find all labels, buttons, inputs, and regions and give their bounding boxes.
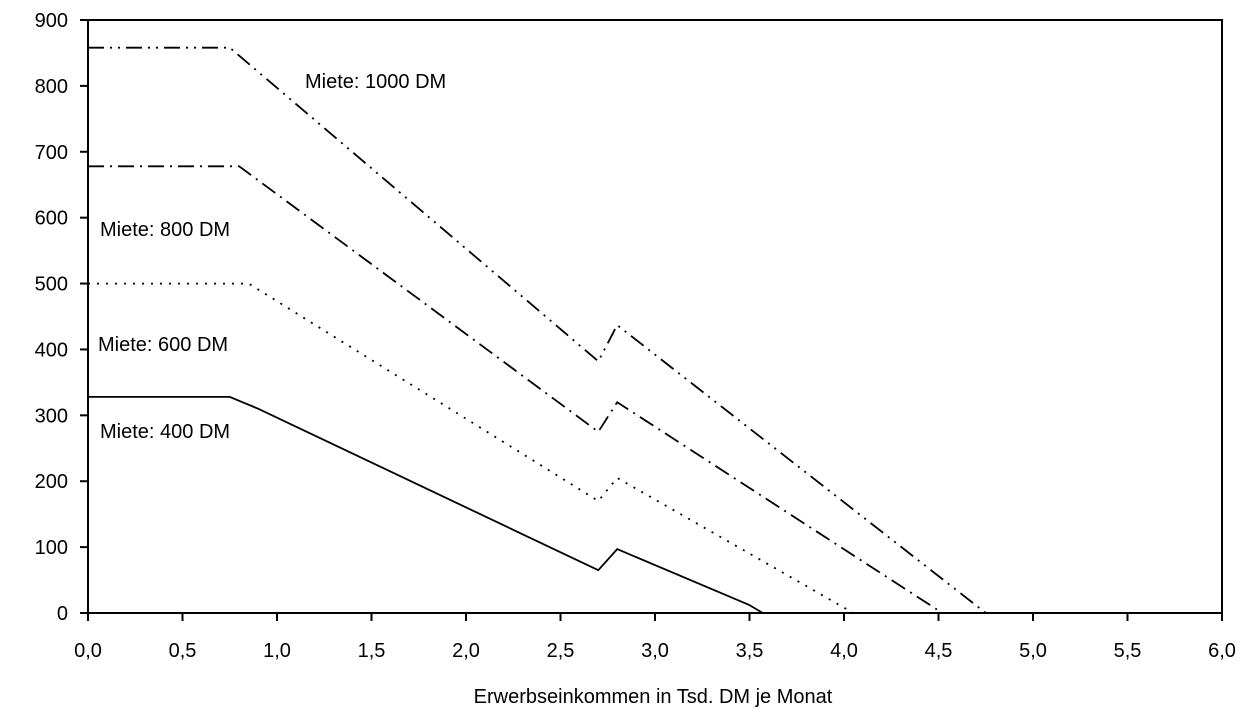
x-tick-label: 0,0 (74, 640, 102, 662)
series-line-2 (88, 282, 854, 614)
y-tick-label: 400 (35, 339, 68, 361)
series-label: Miete: 600 DM (98, 334, 228, 356)
x-tick-label: 6,0 (1208, 640, 1236, 662)
series-line-4 (88, 46, 987, 614)
x-tick-label: 5,0 (1019, 640, 1047, 662)
x-tick-label: 4,5 (925, 640, 953, 662)
x-tick-label: 2,0 (452, 640, 480, 662)
x-tick-label: 0,5 (169, 640, 197, 662)
series-label: Miete: 800 DM (100, 219, 230, 241)
y-tick-label: 800 (35, 76, 68, 98)
series-line-1 (88, 395, 1222, 614)
x-axis-title: Erwerbseinkommen in Tsd. DM je Monat (474, 686, 833, 708)
y-tick-label: 100 (35, 537, 68, 559)
series-label: Miete: 1000 DM (305, 71, 446, 93)
plot-frame (87, 19, 1223, 614)
x-tick-label: 1,0 (263, 640, 291, 662)
x-tick-label: 4,0 (830, 640, 858, 662)
y-tick-label: 0 (57, 603, 68, 625)
x-tick-label: 2,5 (547, 640, 575, 662)
x-tick-label: 1,5 (358, 640, 386, 662)
x-tick-label: 3,0 (641, 640, 669, 662)
y-tick-label: 600 (35, 208, 68, 230)
y-tick-label: 300 (35, 405, 68, 427)
y-tick-label: 900 (35, 10, 68, 32)
series-label: Miete: 400 DM (100, 421, 230, 443)
series-line-3 (88, 165, 943, 614)
y-tick-label: 200 (35, 471, 68, 493)
y-tick-label: 700 (35, 142, 68, 164)
x-tick-label: 3,5 (736, 640, 764, 662)
x-tick-label: 5,5 (1114, 640, 1142, 662)
y-tick-label: 500 (35, 274, 68, 296)
